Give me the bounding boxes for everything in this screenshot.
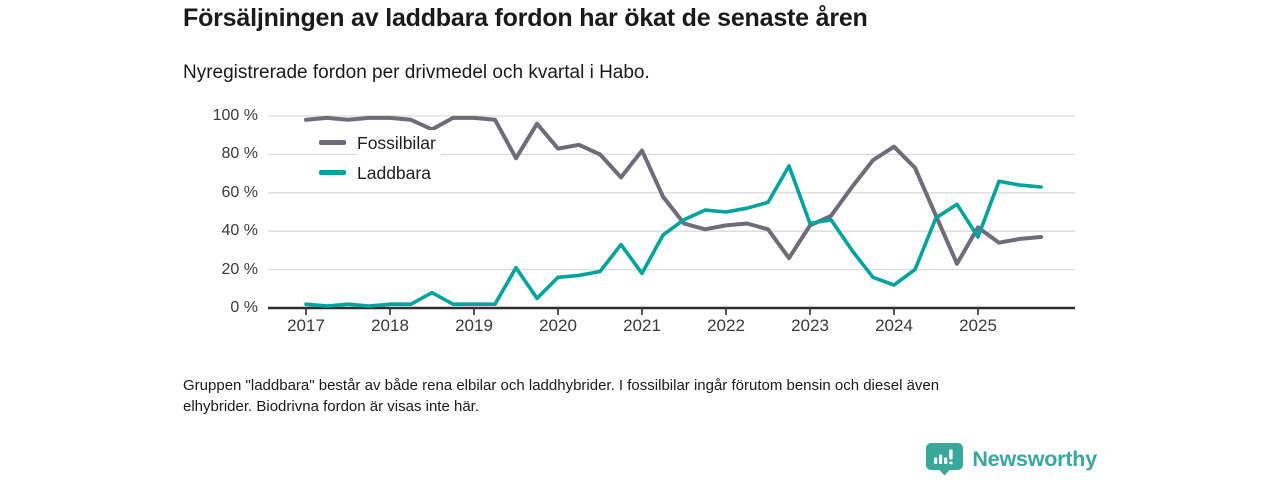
legend-label-laddbara: Laddbara [357, 159, 436, 186]
y-axis-label: 20 % [221, 260, 258, 278]
page-subtitle: Nyregistrerade fordon per drivmedel och … [183, 62, 650, 83]
y-axis-label: 80 % [221, 145, 258, 163]
bar-chart-pin-icon [926, 443, 964, 476]
x-axis-label: 2018 [371, 316, 409, 335]
chart-legend: Fossilbilar Laddbara [319, 129, 441, 186]
line-fossilbilar [304, 115, 1043, 266]
page-title: Försäljningen av laddbara fordon har öka… [183, 4, 868, 32]
legend-label-fossilbilar: Fossilbilar [357, 129, 441, 156]
x-axis-label: 2022 [707, 316, 745, 335]
x-axis-label: 2024 [875, 316, 913, 335]
newsworthy-logo: Newsworthy [926, 443, 1097, 476]
footnote-line-2: elhybrider. Biodrivna fordon är visas in… [183, 397, 479, 415]
legend-swatch-laddbara [319, 170, 346, 175]
x-axis-label: 2021 [623, 316, 661, 335]
legend-swatch-fossilbilar [319, 140, 346, 145]
x-axis-label: 2017 [287, 316, 325, 335]
chart-footnote: Gruppen "laddbara" består av både rena e… [183, 376, 1083, 417]
footnote-line-1: Gruppen "laddbara" består av både rena e… [183, 377, 940, 394]
y-axis-label: 100 % [212, 107, 258, 124]
y-axis-label: 40 % [221, 222, 258, 240]
x-axis-label: 2023 [791, 316, 829, 335]
y-axis-label: 0 % [230, 299, 258, 316]
legend-item-laddbara: Laddbara [319, 159, 441, 186]
x-axis-label: 2025 [959, 316, 997, 335]
x-axis-label: 2020 [539, 316, 577, 335]
legend-item-fossilbilar: Fossilbilar [319, 129, 441, 156]
line-laddbara [304, 164, 1043, 308]
x-axis-label: 2019 [455, 316, 493, 335]
logo-wordmark: Newsworthy [972, 447, 1097, 471]
y-axis-label: 60 % [221, 183, 258, 201]
